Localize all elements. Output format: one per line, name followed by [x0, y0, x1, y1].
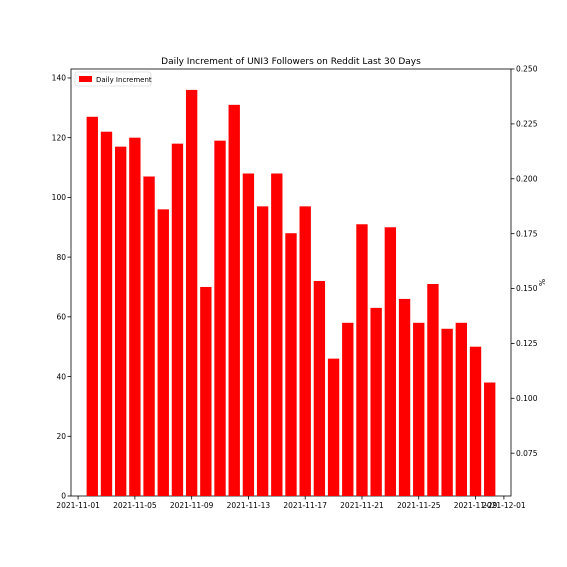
bar-2021-11-25 [413, 322, 425, 496]
y-tick-label: 40 [56, 372, 66, 381]
y2-axis: 0.075 0.100 0.125 0.150 0.175 0.200 0.225 0.250 [511, 65, 538, 458]
bar-2021-11-04 [115, 146, 127, 496]
x-axis: 2021-11-01 2021-11-05 2021-11-09 2021-11-13… [56, 496, 526, 510]
bar-2021-11-10 [200, 286, 212, 496]
bar-2021-11-19 [327, 358, 340, 496]
bar-2021-11-14 [256, 206, 269, 497]
y2-tick-label: 0.225 [516, 120, 538, 129]
x-tick-label: 2021-12-01 [482, 501, 526, 510]
x-tick-label: 2021-11-29 [454, 501, 498, 510]
y-tick-label: 20 [56, 432, 66, 441]
bar-2021-11-26 [427, 283, 439, 496]
y2-axis-label: % [537, 279, 546, 286]
y2-tick-label: 0.150 [516, 284, 538, 293]
bar-2021-11-15 [271, 173, 283, 496]
bar-2021-11-07 [157, 209, 169, 496]
y-tick-label: 120 [52, 133, 67, 142]
bar-2021-11-06 [143, 176, 155, 496]
y-tick-label: 100 [52, 193, 67, 202]
bar-2021-11-27 [441, 328, 453, 496]
y2-tick-label: 0.125 [516, 339, 538, 348]
y-tick-label: 80 [56, 253, 66, 262]
x-tick-label: 2021-11-13 [227, 501, 271, 510]
legend: Daily Increment [74, 71, 152, 87]
x-tick-label: 2021-11-17 [283, 501, 327, 510]
x-tick-label: 2021-11-09 [170, 501, 214, 510]
legend-label: Daily Increment [96, 76, 152, 84]
y2-tick-label: 0.175 [516, 229, 538, 238]
x-tick-label: 2021-11-25 [397, 501, 441, 510]
x-tick-label: 2021-11-01 [56, 501, 100, 510]
y-tick-label: 140 [52, 74, 67, 83]
chart-title: Daily Increment of UNI3 Followers on Red… [161, 57, 421, 67]
bar-2021-11-20 [342, 322, 354, 496]
bar-2021-11-18 [313, 281, 326, 496]
bar-2021-11-24 [398, 298, 411, 496]
y2-tick-label: 0.250 [516, 65, 538, 74]
bar-2021-11-11 [214, 140, 226, 496]
bar-2021-11-08 [171, 143, 184, 496]
bar-2021-11-13 [242, 173, 255, 496]
bar-2021-11-22 [370, 307, 382, 496]
x-tick-label: 2021-11-21 [340, 501, 384, 510]
bar-2021-11-30 [484, 382, 496, 496]
y-tick-label: 0 [61, 492, 66, 501]
bar-2021-11-05 [129, 137, 141, 496]
legend-box [74, 71, 152, 87]
bar-2021-11-12 [228, 104, 240, 496]
bar-2021-11-28 [455, 322, 467, 496]
y-tick-label: 60 [56, 313, 66, 322]
bar-2021-11-02 [86, 116, 98, 496]
y2-tick-label: 0.075 [516, 449, 538, 458]
y2-tick-label: 0.200 [516, 174, 538, 183]
bar-2021-11-29 [469, 346, 482, 496]
legend-swatch [79, 76, 92, 82]
bar-2021-11-03 [100, 131, 113, 496]
bar-2021-11-21 [356, 224, 368, 496]
y2-tick-label: 0.100 [516, 394, 538, 403]
bar-2021-11-09 [185, 89, 198, 497]
y-axis: 0 20 40 60 80 100 120 140 [52, 74, 71, 501]
bar-2021-11-23 [384, 227, 397, 496]
bars [86, 89, 496, 497]
x-tick-label: 2021-11-05 [113, 501, 157, 510]
bar-2021-11-16 [285, 233, 297, 497]
bar-2021-11-17 [299, 206, 311, 497]
